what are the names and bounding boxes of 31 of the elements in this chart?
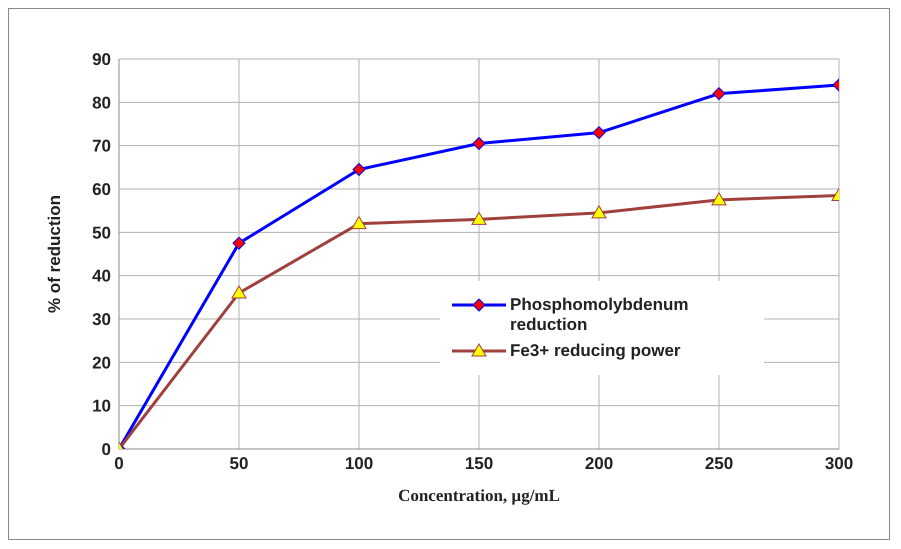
x-tick-label: 50 xyxy=(230,454,248,474)
point xyxy=(232,236,246,250)
point xyxy=(352,163,366,176)
point xyxy=(592,205,606,218)
x-axis-title: Concentration, µg/mL xyxy=(398,486,560,505)
point xyxy=(592,126,606,140)
legend-label: Phosphomolybdenum reduction xyxy=(510,295,690,335)
y-tick-label: 0 xyxy=(102,440,111,460)
x-tick-label: 150 xyxy=(464,454,494,474)
point xyxy=(352,216,366,230)
y-tick-label: 50 xyxy=(92,223,111,242)
point xyxy=(232,286,246,298)
point xyxy=(712,192,726,206)
x-tick-label: 0 xyxy=(114,454,124,474)
y-tick-label: 80 xyxy=(92,93,111,112)
y-tick-label: 30 xyxy=(92,310,111,330)
y-tick-label: 70 xyxy=(92,136,111,156)
y-tick-label: 20 xyxy=(92,353,111,372)
y-tick-label: 40 xyxy=(92,266,111,286)
y-axis-title: % of reduction xyxy=(45,194,64,314)
x-tick-label: 250 xyxy=(704,454,734,474)
x-tick-label: 100 xyxy=(344,454,374,474)
y-tick-label: 90 xyxy=(92,50,111,70)
x-tick-label: 300 xyxy=(824,454,854,474)
legend-label: Fe3+ reducing power xyxy=(510,341,681,361)
y-tick-label: 10 xyxy=(92,396,111,416)
y-tick-label: 60 xyxy=(92,180,111,200)
point xyxy=(712,87,726,100)
point xyxy=(472,137,486,150)
point xyxy=(472,212,486,225)
x-tick-label: 200 xyxy=(584,454,614,474)
